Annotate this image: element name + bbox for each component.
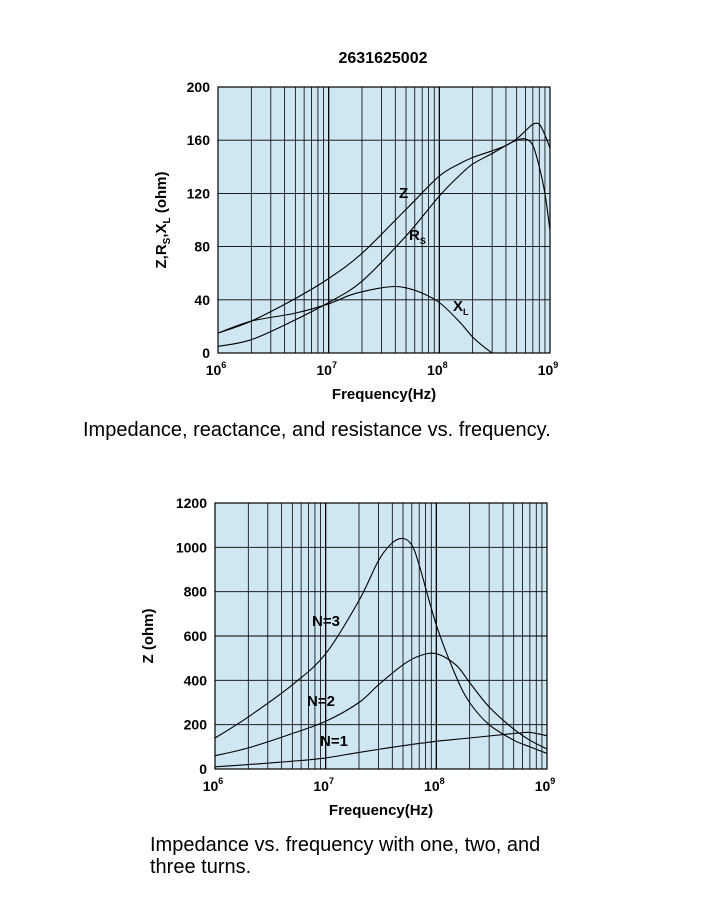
x-tick-label: 106	[206, 360, 227, 378]
curve-label-rs: RS	[409, 227, 426, 246]
y-tick-label: 200	[184, 717, 208, 733]
caption-chart-2: Impedance vs. frequency with one, two, a…	[150, 834, 546, 878]
curve-label-n3: N=3	[312, 613, 340, 630]
curve-label-z: Z	[399, 185, 408, 202]
y-tick-labels: 0 40 80 120 160 200	[187, 79, 211, 361]
caption-line-2: three turns.	[150, 856, 251, 878]
y-tick-label: 1200	[176, 495, 207, 511]
series-line-n-1	[215, 731, 547, 768]
curve-label-n1: N=1	[320, 733, 348, 750]
curve-label-xl: XL	[453, 298, 469, 317]
x-axis-label: Frequency(Hz)	[332, 386, 436, 403]
y-tick-label: 0	[202, 345, 210, 361]
series-line-x-l	[218, 285, 493, 353]
y-tick-labels: 0 200 400 600 800 1000 1200	[176, 495, 207, 777]
plot-area	[217, 86, 551, 354]
y-axis-label: Z,RS,XL (ohm)	[153, 172, 173, 269]
y-tick-label: 80	[194, 239, 210, 255]
x-tick-label: 108	[424, 776, 445, 794]
y-tick-label: 1000	[176, 539, 207, 555]
caption-line-1: Impedance vs. frequency with one, two, a…	[150, 834, 540, 856]
y-tick-label: 160	[187, 132, 211, 148]
turns-impedance-chart: 0 200 400 600 800 1000 1200 106 107 108 109 Frequ…	[140, 495, 555, 819]
grid-lines	[215, 503, 547, 769]
y-tick-label: 400	[184, 672, 208, 688]
curves	[215, 537, 547, 768]
x-tick-label: 109	[535, 776, 556, 794]
curves	[218, 122, 550, 353]
caption-chart-1: Impedance, reactance, and resistance vs.…	[83, 419, 551, 441]
x-tick-label: 106	[203, 776, 224, 794]
x-tick-label: 107	[313, 776, 334, 794]
y-tick-label: 600	[184, 628, 208, 644]
x-axis-label: Frequency(Hz)	[329, 802, 433, 819]
impedance-chart: 2631625002 0 40 80 120 160 200 106 107 108 109 F…	[153, 50, 558, 403]
y-tick-label: 0	[199, 761, 207, 777]
curve-label-n2: N=2	[307, 693, 335, 710]
x-tick-labels: 106 107 108 109	[203, 776, 556, 794]
x-tick-label: 108	[427, 360, 448, 378]
y-tick-label: 800	[184, 584, 208, 600]
series-line-n-2	[215, 652, 547, 757]
chart-title: 2631625002	[339, 50, 428, 67]
x-tick-label: 107	[316, 360, 337, 378]
series-line-z	[218, 122, 550, 334]
y-tick-label: 40	[194, 292, 210, 308]
y-tick-label: 200	[187, 79, 211, 95]
y-tick-label: 120	[187, 185, 211, 201]
series-line-n-3	[215, 537, 547, 755]
series-line-r-s	[218, 138, 550, 347]
x-tick-labels: 106 107 108 109	[206, 360, 559, 378]
y-axis-label: Z (ohm)	[140, 609, 157, 664]
x-tick-label: 109	[538, 360, 559, 378]
